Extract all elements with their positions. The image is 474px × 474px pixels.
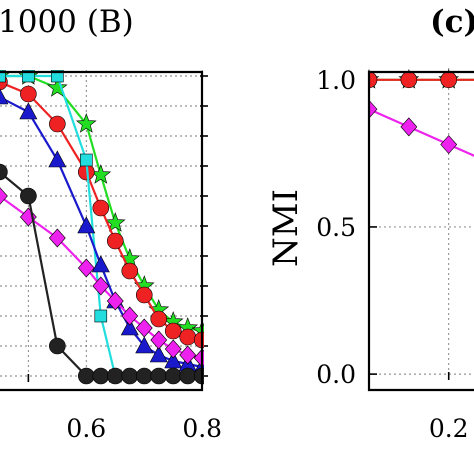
data-point-4-4 [92, 276, 110, 296]
data-point-3-7 [135, 336, 154, 354]
data-point-1-6 [121, 262, 139, 280]
data-point-3-2 [48, 150, 67, 168]
panel-c-axes-frame [367, 70, 474, 392]
data-point-1-5 [106, 232, 124, 250]
panel-c-title: (c) [430, 4, 474, 40]
panel-c-chart: (c) NMI 0.0 0.5 1.0 0.2 [266, 4, 474, 443]
data-point-5-4 [92, 367, 110, 385]
data-point-3-6 [120, 318, 139, 336]
y-tick-label: 0.5 [316, 213, 356, 242]
data-point-5-3 [78, 367, 95, 385]
data-point-2-3 [80, 153, 93, 167]
data-point-5-1 [20, 187, 37, 205]
data-point-5-5 [106, 367, 124, 385]
data-point-4-7 [135, 318, 153, 338]
data-point-5-2 [49, 337, 66, 355]
panel-b-series [0, 70, 204, 385]
data-point-3-8 [149, 345, 168, 363]
series-line-2 [368, 108, 474, 157]
x-tick-label: 0.8 [182, 414, 222, 443]
data-point-2-1 [400, 117, 418, 137]
data-point-2-2 [440, 135, 458, 154]
y-tick-label: 0.0 [316, 360, 356, 389]
panel-b-chart: 1000 (B) 0.6 0.8 [0, 4, 222, 443]
data-point-2-4 [94, 309, 108, 323]
data-point-4-2 [48, 228, 66, 248]
panel-c-x-tick-labels: 0.2 [429, 414, 469, 443]
x-tick-label: 0.6 [66, 414, 106, 443]
data-point-5-10 [179, 367, 197, 385]
data-point-5-0 [0, 163, 8, 181]
panel-c-gridlines [369, 68, 474, 380]
data-point-1-2 [49, 115, 66, 133]
data-point-4-6 [121, 306, 139, 326]
data-point-3-1 [19, 102, 38, 120]
data-point-1-4 [92, 199, 110, 217]
panel-b-axes-frame [0, 70, 204, 392]
data-point-4-3 [77, 258, 95, 278]
y-tick-label: 1.0 [316, 66, 356, 95]
data-point-4-5 [106, 291, 124, 311]
data-point-1-9 [164, 322, 182, 340]
data-point-2-0 [0, 70, 6, 83]
data-point-1-1 [400, 71, 418, 89]
panel-c-y-tick-labels: 0.0 0.5 1.0 [316, 66, 356, 389]
data-point-4-10 [179, 345, 197, 365]
data-point-1-8 [150, 310, 168, 328]
data-point-1-2 [440, 71, 458, 89]
data-point-3-3 [77, 216, 96, 234]
data-point-4-8 [150, 330, 168, 350]
data-point-3-4 [91, 255, 110, 273]
data-point-5-9 [164, 367, 182, 385]
panel-b-x-tick-labels: 0.6 0.8 [66, 414, 222, 443]
data-point-0-2 [46, 77, 68, 97]
x-tick-label: 0.2 [429, 414, 469, 443]
data-point-1-1 [20, 85, 37, 103]
data-point-1-7 [135, 286, 153, 304]
data-point-5-6 [121, 367, 139, 385]
panel-b-title: 1000 (B) [0, 4, 134, 40]
data-point-5-7 [135, 367, 153, 385]
data-point-5-8 [150, 367, 168, 385]
data-point-1-10 [179, 328, 197, 346]
data-point-3-0 [0, 88, 9, 105]
data-point-0-3 [75, 113, 97, 133]
data-point-0-5 [104, 212, 126, 232]
data-point-4-0 [0, 187, 8, 205]
data-point-4-9 [164, 339, 182, 359]
panel-c-series [368, 68, 474, 157]
panel-c-y-axis-label: NMI [266, 189, 306, 267]
